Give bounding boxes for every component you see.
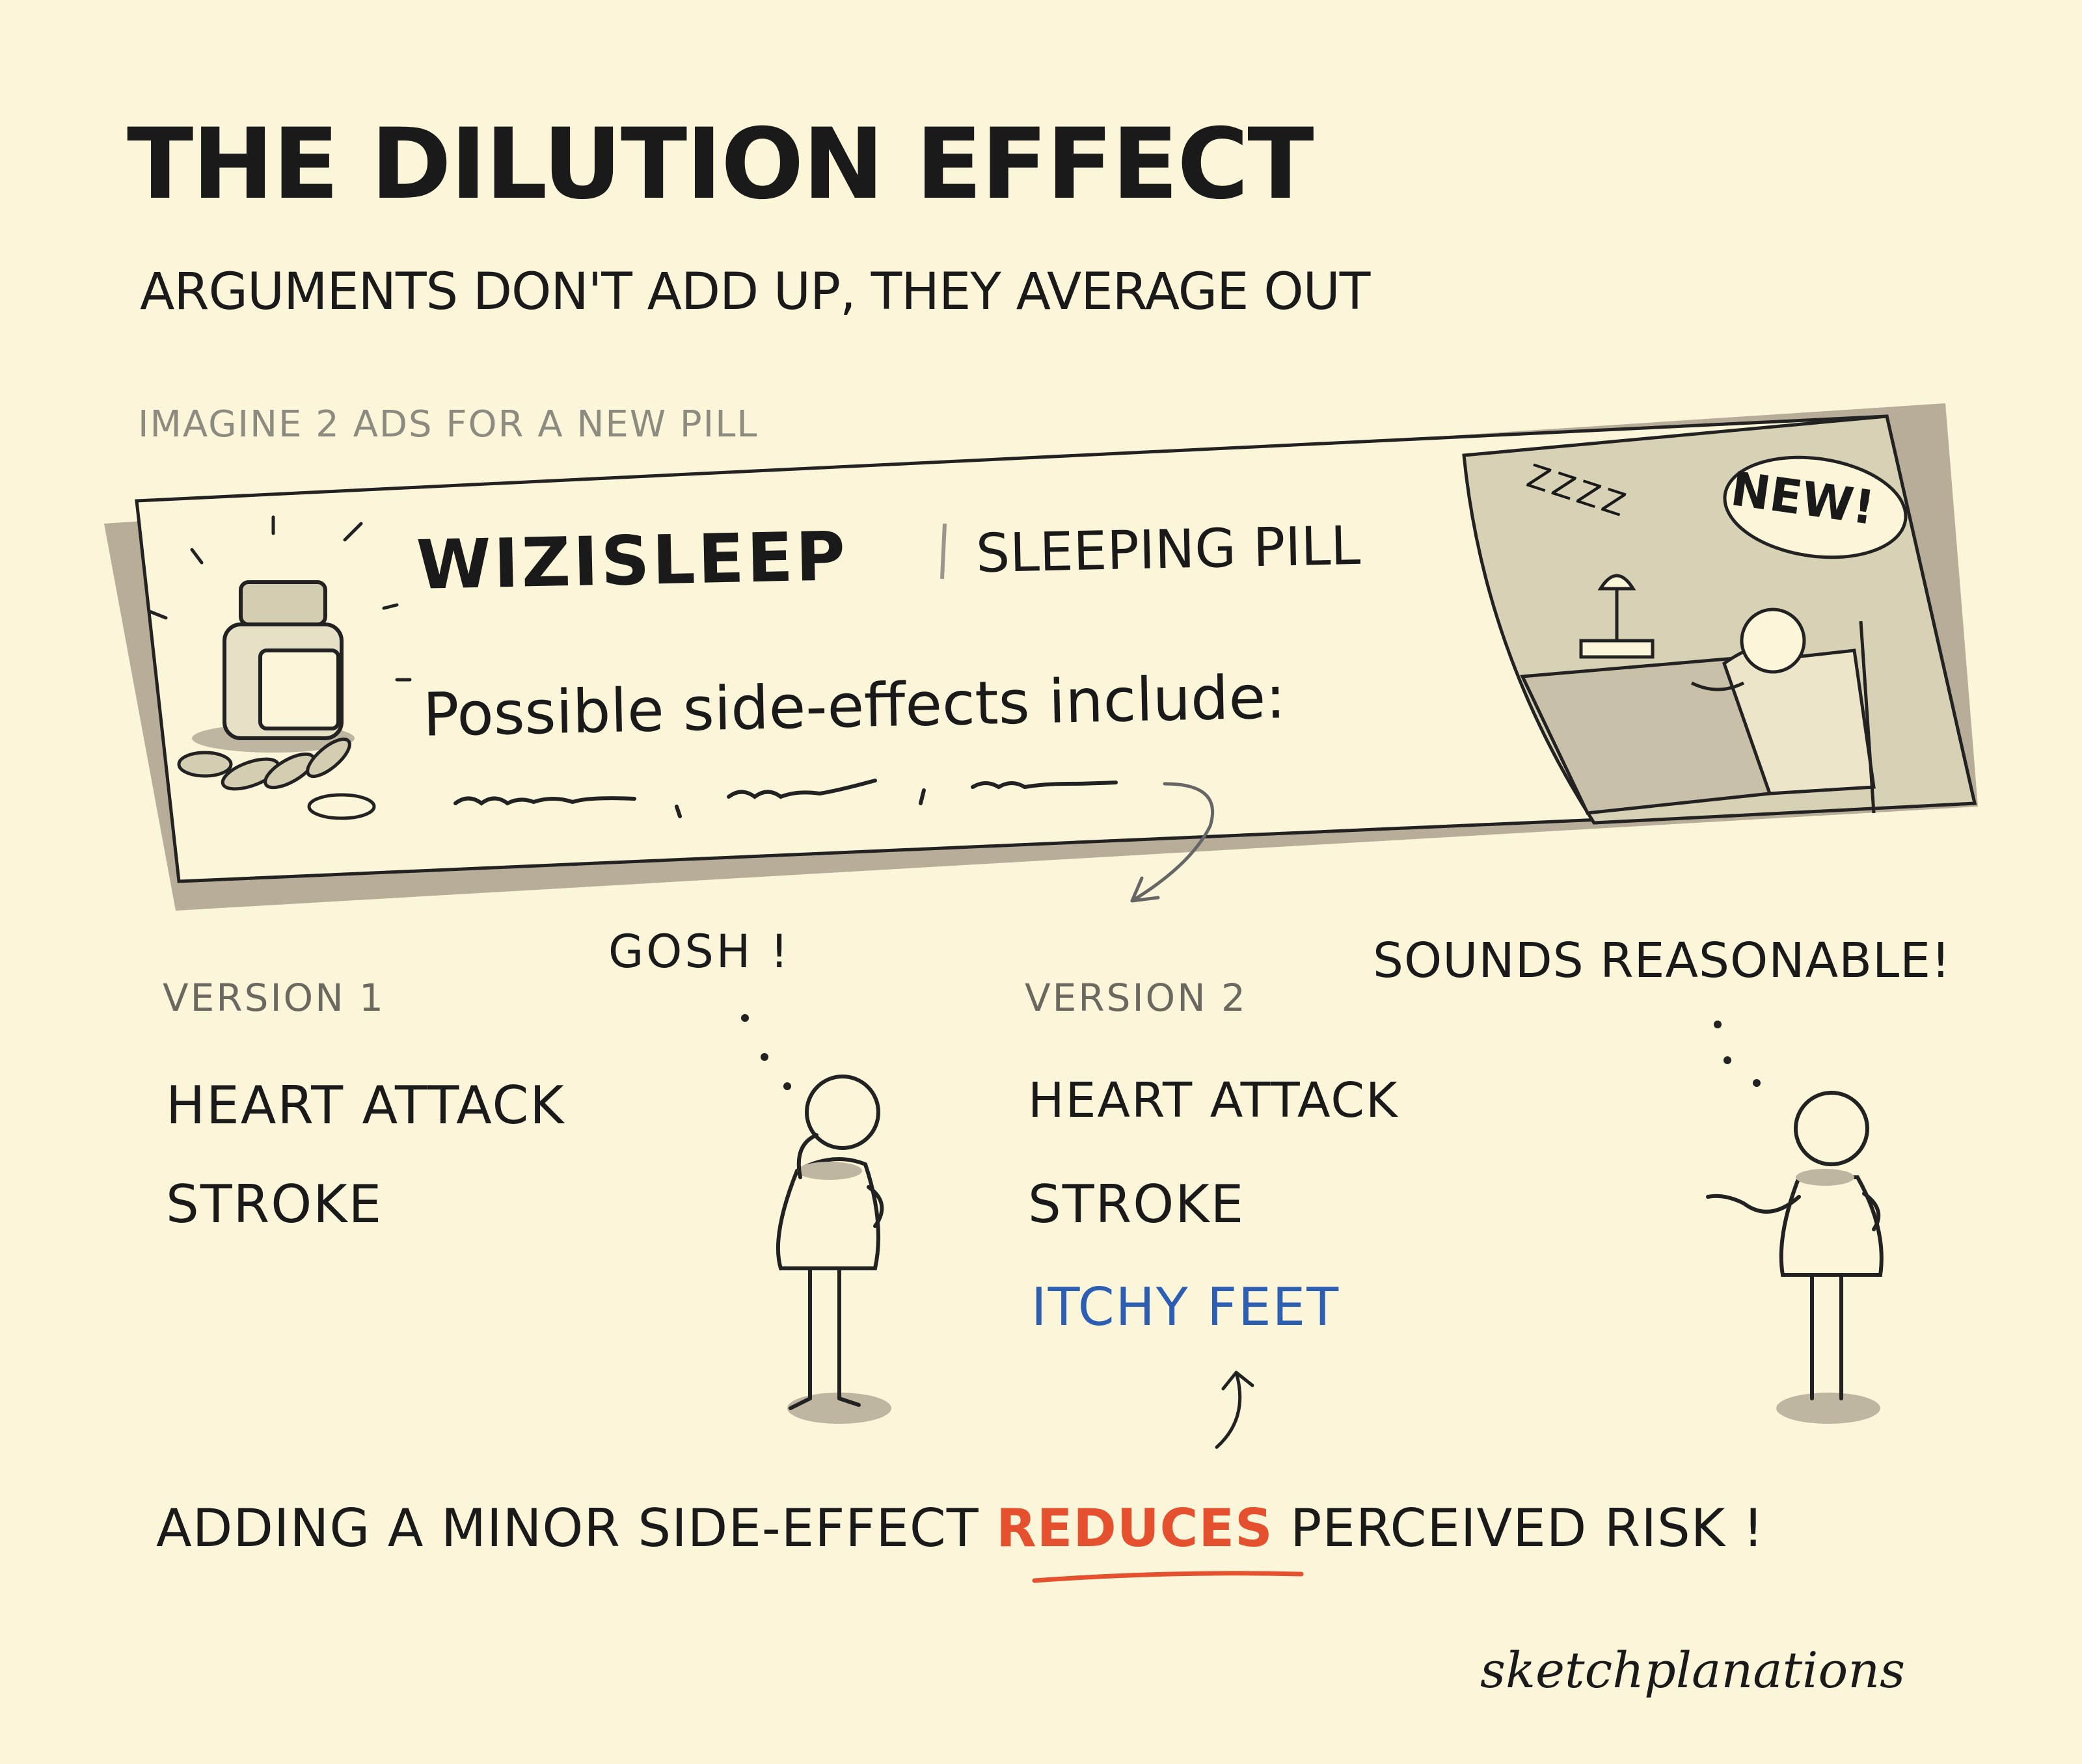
down-arrow xyxy=(1130,782,1215,903)
new-speech-bubble xyxy=(1723,455,1908,559)
reduces-underline xyxy=(1032,1571,1304,1583)
brand-separator xyxy=(940,523,947,580)
version-1-reaction: GOSH ! xyxy=(608,925,791,978)
thought-dots-1 xyxy=(741,1014,791,1090)
subtitle: ARGUMENTS DON'T ADD UP, THEY AVERAGE OUT xyxy=(140,263,1370,321)
thought-dots-2 xyxy=(1714,1021,1761,1087)
up-arrow xyxy=(1215,1370,1254,1449)
version-2-item: HEART ATTACK xyxy=(1028,1073,1399,1129)
conclusion: ADDING A MINOR SIDE-EFFECT REDUCES PERCE… xyxy=(156,1503,1764,1555)
version-2-label: VERSION 2 xyxy=(1025,976,1247,1020)
version-1-item: STROKE xyxy=(166,1174,383,1235)
ad-brand-name: WIZISLEEP xyxy=(415,516,849,605)
version-1-item: HEART ATTACK xyxy=(166,1075,565,1136)
pills-icon xyxy=(177,738,376,820)
conclusion-highlight: REDUCES xyxy=(996,1498,1273,1558)
person-1-icon xyxy=(776,1075,891,1424)
conclusion-after: PERCEIVED RISK ! xyxy=(1273,1498,1764,1558)
shine-lines xyxy=(148,515,412,682)
version-2-reaction: SOUNDS REASONABLE! xyxy=(1373,933,1951,989)
side-effects-scribbles xyxy=(453,779,1118,818)
sleeping-person-icon xyxy=(1520,574,1876,815)
person-2-icon xyxy=(1706,1091,1884,1424)
ad-side-effects-text: Possible side-effects include: xyxy=(422,662,1287,750)
intro-text: IMAGINE 2 ADS FOR A NEW PILL xyxy=(138,403,759,446)
conclusion-before: ADDING A MINOR SIDE-EFFECT xyxy=(156,1498,997,1558)
pill-bottle-icon xyxy=(192,580,355,753)
ad-product-type: SLEEPING PILL xyxy=(975,514,1361,585)
version-1-label: VERSION 1 xyxy=(163,976,385,1020)
version-2-minor-item: ITCHY FEET xyxy=(1031,1277,1340,1337)
credit: sketchplanations xyxy=(1480,1641,1906,1699)
version-2-item: STROKE xyxy=(1028,1174,1245,1235)
page-title: THE DILUTION EFFECT xyxy=(127,108,1314,221)
